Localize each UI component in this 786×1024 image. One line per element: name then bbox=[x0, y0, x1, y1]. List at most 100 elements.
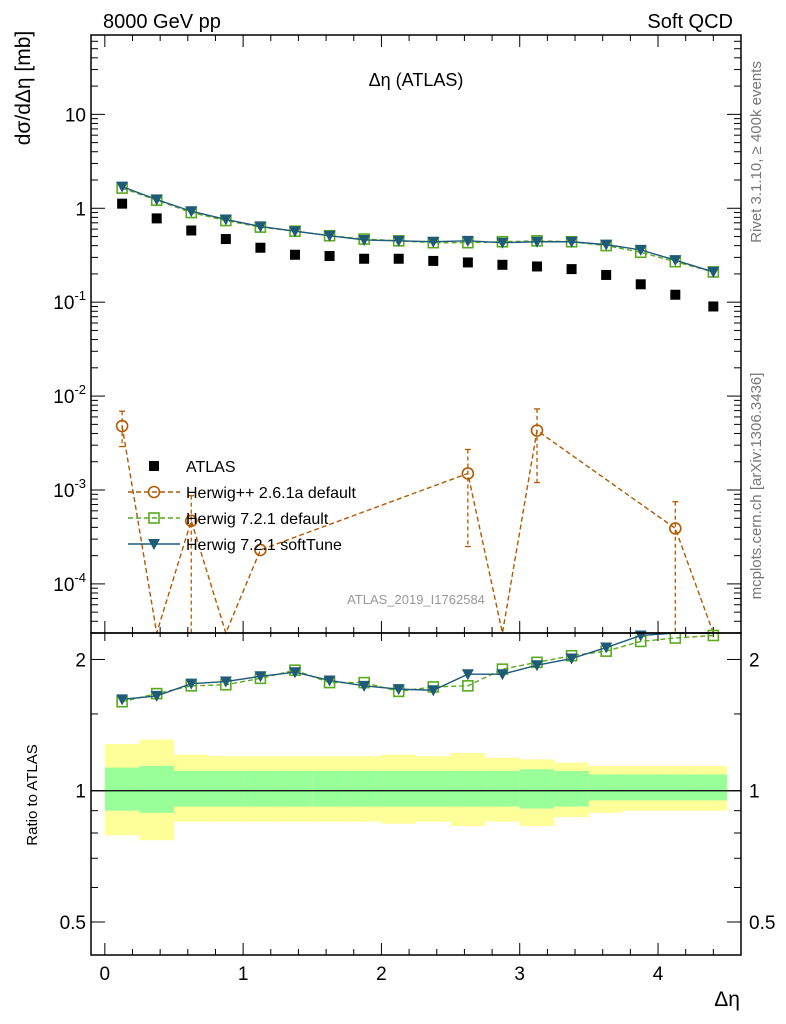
inner-uncertainty-band bbox=[658, 774, 693, 801]
inner-uncertainty-band bbox=[243, 770, 278, 807]
ratio-y-tick-label: 0.5 bbox=[60, 913, 86, 934]
herwig7-softtune-ratio-marker bbox=[461, 669, 474, 681]
legend-entry: Herwig 7.2.1 softTune bbox=[128, 537, 342, 554]
inner-uncertainty-band bbox=[450, 770, 486, 807]
x-tick-label: 2 bbox=[376, 964, 387, 985]
herwig7-softtune-marker bbox=[254, 221, 267, 233]
inner-uncertainty-band bbox=[139, 765, 174, 813]
y-tick-label: 10 bbox=[65, 105, 86, 126]
x-tick-label: 1 bbox=[238, 964, 249, 985]
herwigpp-marker bbox=[530, 424, 544, 437]
herwig7-softtune-marker bbox=[358, 234, 371, 246]
ratio-y-axis-label: Ratio to ATLAS bbox=[24, 744, 41, 845]
ratio-y-tick-label: 2 bbox=[75, 650, 86, 671]
data-series-layer bbox=[115, 181, 720, 708]
herwigpp-marker bbox=[184, 514, 198, 528]
y-tick-label: 10-1 bbox=[53, 288, 86, 314]
ratio-plot-frame bbox=[90, 632, 742, 956]
series-herwig7-softtune bbox=[116, 181, 720, 706]
axis-ticks: 0 1 2 3 4 10-4 10-3 10-2 10-1 1 10 0.5 0.5 1 1 2 2 bbox=[53, 34, 775, 985]
inner-uncertainty-band bbox=[208, 770, 244, 807]
herwig7-softtune-ratio-line bbox=[122, 632, 714, 701]
atlas-marker bbox=[497, 259, 508, 270]
legend-marker-swatch bbox=[148, 512, 160, 524]
chart-title: Δη (ATLAS) bbox=[369, 70, 464, 90]
herwig7-softtune-ratio-marker bbox=[358, 680, 371, 692]
atlas-marker bbox=[670, 289, 681, 300]
y-tick-label: 10-2 bbox=[53, 382, 86, 408]
ratio-y-tick-label: 1 bbox=[75, 782, 86, 803]
header-right-label: Soft QCD bbox=[647, 11, 733, 33]
uncertainty-bands bbox=[91, 739, 741, 841]
atlas-marker bbox=[324, 251, 335, 262]
legend-label: Herwig 7.2.1 softTune bbox=[186, 537, 342, 554]
inner-uncertainty-band bbox=[623, 774, 659, 801]
y-tick-label: 10-3 bbox=[53, 476, 86, 502]
herwig7-softtune-line bbox=[121, 185, 714, 273]
legend-label: Herwig++ 2.6.1a default bbox=[186, 485, 356, 502]
herwig7-softtune-marker bbox=[496, 237, 509, 249]
herwig7-softtune-marker bbox=[427, 236, 440, 248]
herwig7-softtune-marker bbox=[531, 236, 544, 248]
inner-uncertainty-band bbox=[554, 770, 589, 807]
ratio-y-tick-label-right: 2 bbox=[749, 650, 760, 671]
atlas-marker bbox=[393, 253, 404, 264]
header-left-label: 8000 GeV pp bbox=[103, 11, 221, 33]
legend-label: Herwig 7.2.1 default bbox=[186, 511, 329, 528]
herwigpp-marker bbox=[115, 419, 129, 433]
atlas-marker bbox=[255, 242, 266, 253]
rivet-version-label: Rivet 3.1.10, ≥ 400k events bbox=[748, 61, 765, 243]
series-herwig7-default bbox=[116, 182, 720, 708]
herwig7-softtune-ratio-marker bbox=[496, 669, 509, 681]
atlas-marker bbox=[428, 255, 439, 266]
legend-marker-swatch bbox=[147, 485, 161, 499]
atlas-marker bbox=[289, 249, 300, 260]
herwig7-softtune-ratio-marker bbox=[427, 685, 440, 697]
atlas-marker bbox=[151, 213, 162, 224]
atlas-marker bbox=[708, 301, 719, 312]
herwig7-softtune-marker bbox=[600, 239, 613, 251]
herwig7-softtune-marker bbox=[116, 181, 129, 193]
series-atlas bbox=[117, 198, 719, 312]
atlas-marker bbox=[532, 261, 543, 272]
legend: ATLAS Herwig++ 2.6.1a default Herwig 7.2.1… bbox=[128, 459, 356, 554]
herwig7-softtune-ratio-marker bbox=[565, 653, 578, 665]
herwig7-default-ratio-marker bbox=[707, 629, 720, 642]
herwig7-default-line bbox=[121, 187, 714, 273]
atlas-marker bbox=[117, 198, 128, 209]
herwig7-softtune-ratio-marker bbox=[531, 660, 544, 672]
inner-uncertainty-band bbox=[485, 770, 520, 807]
herwig7-softtune-ratio-marker bbox=[219, 676, 232, 688]
inner-uncertainty-band bbox=[381, 770, 416, 807]
atlas-marker bbox=[566, 264, 577, 275]
mcplots-reference-label: mcplots.cern.ch [arXiv:1306.3436] bbox=[748, 373, 765, 600]
x-tick-label: 0 bbox=[100, 964, 111, 985]
legend-entry: ATLAS bbox=[149, 459, 236, 476]
inner-uncertainty-band bbox=[588, 774, 624, 801]
herwigpp-marker bbox=[461, 467, 475, 480]
herwig7-softtune-marker bbox=[634, 244, 647, 256]
y-tick-label: 10-4 bbox=[53, 570, 86, 596]
herwig7-softtune-marker bbox=[461, 235, 474, 247]
atlas-marker bbox=[462, 257, 473, 268]
herwig7-default-ratio-marker bbox=[462, 680, 474, 692]
herwig7-softtune-marker bbox=[392, 235, 405, 247]
inner-uncertainty-band bbox=[346, 770, 382, 807]
herwig7-softtune-ratio-marker bbox=[116, 694, 129, 706]
series-herwigpp bbox=[115, 408, 714, 636]
analysis-watermark: ATLAS_2019_I1762584 bbox=[347, 592, 485, 607]
herwig7-softtune-marker bbox=[219, 214, 232, 226]
inner-uncertainty-band bbox=[173, 770, 209, 807]
x-axis-label: Δη bbox=[714, 988, 740, 1011]
herwig7-softtune-ratio-marker bbox=[288, 667, 301, 679]
plot-frames bbox=[90, 34, 742, 956]
y-tick-label: 1 bbox=[75, 199, 86, 220]
inner-uncertainty-band bbox=[692, 774, 728, 801]
legend-entry: Herwig++ 2.6.1a default bbox=[128, 485, 356, 502]
atlas-marker bbox=[220, 234, 231, 245]
x-tick-label: 4 bbox=[653, 964, 664, 985]
inner-uncertainty-band bbox=[416, 770, 451, 807]
atlas-marker bbox=[635, 279, 646, 290]
atlas-marker bbox=[359, 253, 370, 264]
